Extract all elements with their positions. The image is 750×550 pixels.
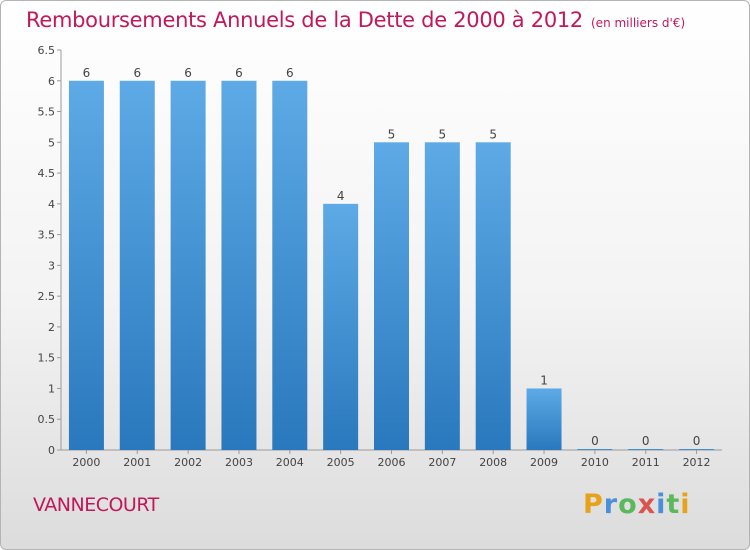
chart-title-block: Remboursements Annuels de la Dette de 20… [26, 8, 685, 32]
bar [119, 80, 155, 451]
logo-letter: o [618, 489, 638, 520]
y-tick-label: 4 [48, 198, 55, 211]
x-tick-label: 2004 [276, 456, 304, 469]
y-tick-label: 5.5 [38, 106, 56, 119]
data-label: 6 [235, 66, 243, 80]
x-tick-label: 2012 [683, 456, 711, 469]
data-label: 6 [133, 66, 141, 80]
data-label: 5 [439, 127, 447, 141]
bar [628, 449, 664, 450]
data-label: 6 [286, 66, 294, 80]
bar [424, 142, 460, 451]
bar [374, 142, 409, 451]
x-tick-label: 2005 [327, 456, 355, 469]
data-label: 0 [591, 434, 599, 448]
data-label: 5 [489, 127, 497, 141]
bar [323, 203, 359, 450]
bar [679, 449, 715, 450]
data-label: 6 [184, 66, 192, 80]
data-label: 0 [693, 434, 701, 448]
y-tick-label: 4.5 [38, 167, 56, 180]
logo-letter: P [583, 489, 604, 520]
logo-letter: i [680, 489, 691, 520]
x-tick-label: 2001 [123, 456, 151, 469]
chart-title: Remboursements Annuels de la Dette de 20… [26, 8, 583, 32]
y-tick-label: 6 [48, 75, 55, 88]
y-tick-label: 3.5 [38, 229, 56, 242]
data-label: 5 [388, 127, 396, 141]
bars [68, 80, 715, 451]
data-label: 6 [83, 66, 91, 80]
y-tick-label: 0 [48, 444, 55, 457]
chart-subtitle: (en milliers d'€) [591, 16, 686, 30]
x-tick-label: 2010 [581, 456, 609, 469]
y-tick-label: 6.5 [38, 44, 56, 57]
y-tick-label: 2 [48, 321, 55, 334]
y-tick-label: 1 [48, 382, 55, 395]
y-tick-label: 0.5 [38, 413, 56, 426]
x-tick-label: 2003 [225, 456, 253, 469]
bar [68, 80, 104, 451]
bar [577, 449, 613, 450]
x-tick-label: 2000 [72, 456, 100, 469]
bar [272, 80, 308, 451]
y-tick-label: 3 [48, 259, 55, 272]
city-name: VANNECOURT [33, 494, 159, 516]
x-tick-label: 2008 [479, 456, 507, 469]
x-tick-label: 2006 [378, 456, 406, 469]
y-tick-label: 1.5 [38, 352, 56, 365]
y-tick-label: 2.5 [38, 290, 56, 303]
logo-letter: x [637, 489, 657, 520]
data-label: 0 [642, 434, 650, 448]
bar [221, 80, 257, 451]
x-tick-label: 2007 [428, 456, 456, 469]
bar [170, 80, 206, 451]
y-tick-label: 5 [48, 136, 55, 149]
x-tick-label: 2002 [174, 456, 202, 469]
logo-letter: r [603, 489, 619, 520]
logo-letter: t [666, 489, 681, 520]
labels: 6 2000 6 2001 6 2002 6 2003 6 2004 4 2005 5 2006 5 2007… [72, 66, 710, 469]
data-label: 4 [337, 189, 345, 203]
data-label: 1 [540, 373, 548, 387]
proxiti-logo: Proxiti [583, 489, 691, 520]
x-tick-label: 2009 [530, 456, 558, 469]
logo-letter: i [656, 489, 667, 520]
bar [475, 142, 511, 451]
x-tick-label: 2011 [632, 456, 660, 469]
bar [526, 388, 562, 450]
